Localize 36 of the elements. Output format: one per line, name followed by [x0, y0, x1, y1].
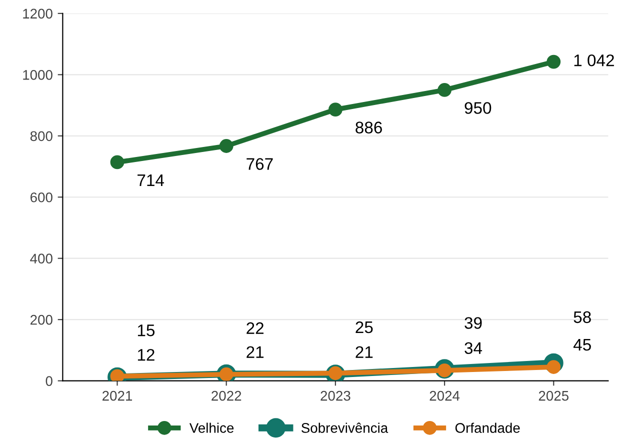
y-tick-label: 1200: [23, 8, 52, 19]
x-tick-label: 2025: [538, 390, 569, 401]
y-tick-label: 0: [46, 376, 52, 386]
legend-label: Velhice: [189, 422, 234, 433]
x-tick-label: 2024: [430, 390, 460, 401]
data-label: 1 042: [574, 54, 614, 66]
data-label: 950: [464, 102, 492, 114]
data-label: 58: [574, 311, 591, 324]
point: [219, 139, 234, 153]
point: [546, 54, 561, 69]
legend-label: Sobrevivência: [301, 422, 388, 433]
data-label: 714: [138, 174, 164, 186]
y-tick-label: 800: [30, 131, 52, 142]
x-tick-label: 2022: [212, 390, 242, 401]
data-label: 34: [464, 342, 482, 354]
data-label: 767: [246, 158, 273, 170]
data-label: 15: [138, 324, 155, 336]
y-tick-label: 1000: [23, 70, 52, 80]
y-tick-label: 600: [30, 192, 52, 202]
y-tick-label: 200: [30, 314, 52, 325]
y-tick-label: 400: [30, 254, 52, 264]
data-label: 21: [356, 346, 373, 358]
point: [110, 369, 124, 381]
x-tick-label: 2021: [102, 390, 132, 401]
point: [110, 155, 124, 170]
legend-label: Orfandade: [455, 422, 520, 433]
data-label: 886: [356, 122, 382, 134]
point: [328, 102, 342, 117]
data-label: 45: [573, 339, 591, 351]
data-label: 22: [246, 322, 264, 334]
data-label: 21: [246, 346, 264, 358]
x-tick-label: 2023: [320, 390, 350, 401]
data-label: 39: [464, 317, 482, 329]
point: [438, 83, 452, 97]
data-label: 12: [138, 348, 154, 361]
data-label: 25: [356, 321, 373, 334]
